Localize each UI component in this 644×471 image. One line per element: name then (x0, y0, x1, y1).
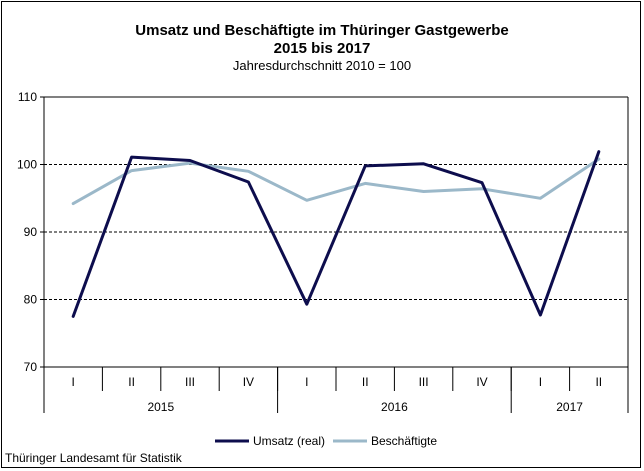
x-tick-label-quarter: I (305, 375, 308, 389)
y-axis-ticks: 70 80 90 100 110 (17, 90, 44, 374)
x-tick-label-quarter: II (362, 375, 369, 389)
x-tick-label-year: 2017 (556, 400, 583, 414)
chart-title: Umsatz und Beschäftigte im Thüringer Gas… (135, 22, 509, 39)
series-line-umsatz (71, 150, 601, 318)
legend-label: Beschäftigte (371, 434, 437, 448)
y-tick-label: 100 (17, 158, 37, 172)
source-footer: Thüringer Landesamt für Statistik (5, 451, 182, 465)
x-tick-label-quarter: I (539, 375, 542, 389)
y-tick-label: 80 (24, 293, 38, 307)
x-tick-label-quarter: II (128, 375, 135, 389)
series-lines (71, 150, 601, 318)
x-tick-label-quarter: IV (243, 375, 254, 389)
x-tick-label-year: 2016 (381, 400, 408, 414)
x-tick-label-quarter: III (185, 375, 195, 389)
x-tick-label-quarter: III (419, 375, 429, 389)
y-tick-label: 110 (18, 90, 37, 104)
x-tick-label-quarter: IV (476, 375, 487, 389)
legend-label: Umsatz (real) (253, 434, 325, 448)
y-tick-label: 70 (24, 360, 38, 374)
chart-subtitle: 2015 bis 2017 (273, 40, 371, 57)
chart-subtitle-base: Jahresdurchschnitt 2010 = 100 (232, 58, 412, 73)
y-tick-label: 90 (24, 225, 38, 239)
series-line-beschaeftigte (71, 157, 601, 206)
x-tick-label-quarter: II (595, 375, 602, 389)
legend: Umsatz (real) Beschäftigte (215, 434, 437, 448)
x-tick-label-year: 2015 (147, 400, 174, 414)
x-tick-label-quarter: I (72, 375, 75, 389)
